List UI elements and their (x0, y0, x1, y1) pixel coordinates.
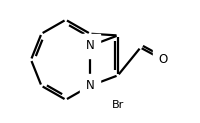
Text: O: O (158, 53, 167, 66)
Text: N: N (85, 39, 94, 52)
Text: Br: Br (111, 100, 123, 110)
Text: N: N (85, 79, 94, 92)
